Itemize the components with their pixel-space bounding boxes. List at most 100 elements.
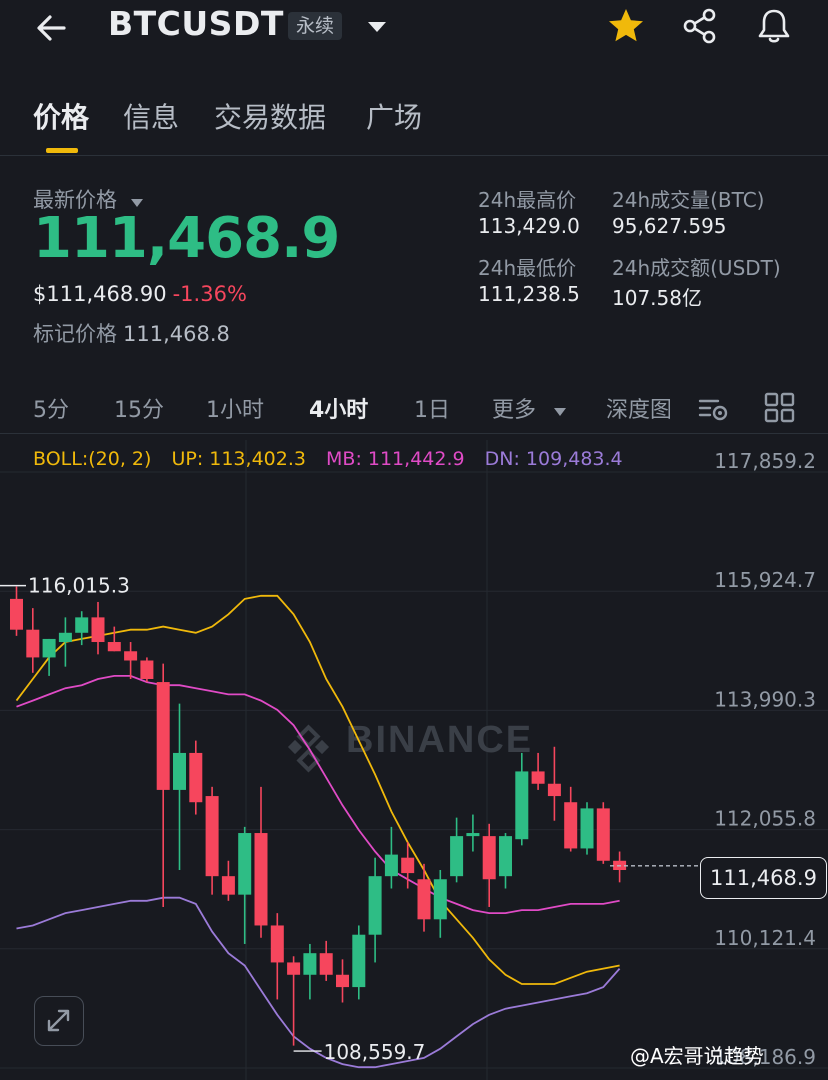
candle-bearish <box>26 608 40 673</box>
last-price-selector[interactable]: 最新价格 <box>33 184 144 214</box>
author-credit: @A宏哥说趋势 <box>630 1044 764 1068</box>
candle-bearish <box>91 601 105 655</box>
candle-bearish <box>10 586 23 636</box>
candle-bearish <box>564 786 578 852</box>
favorite-star-icon[interactable] <box>606 6 646 46</box>
bollinger-bands <box>15 594 621 1069</box>
candle-bullish <box>173 703 186 871</box>
candle-bearish <box>401 842 415 889</box>
last-price-tag: 111,468.9 <box>700 857 827 899</box>
candle-body <box>547 783 561 797</box>
high-24h-value: 113,429.0 <box>478 214 580 238</box>
volume-usdt-value: 107.58亿 <box>612 286 702 310</box>
bell-icon[interactable] <box>754 6 794 46</box>
boll-up-value: UP: 113,402.3 <box>171 448 306 470</box>
watermark-text: BINANCE <box>346 719 533 761</box>
back-arrow-icon[interactable] <box>34 8 74 48</box>
boll-upper-line <box>15 594 620 985</box>
candle-body <box>303 953 317 975</box>
candle-body <box>352 934 366 988</box>
extreme-markers: 116,015.3 108,559.7 <box>0 574 425 1064</box>
candle-body <box>189 752 203 803</box>
candle-body <box>91 617 105 643</box>
candle-body <box>26 629 40 658</box>
candles <box>10 586 627 1046</box>
last-price-value: 111,468.9 <box>33 206 340 271</box>
low-24h-label: 24h最低价 <box>478 256 577 280</box>
boll-legend[interactable]: BOLL:(20, 2) UP: 113,402.3 MB: 111,442.9… <box>33 448 637 470</box>
low-marker-label: 108,559.7 <box>324 1040 426 1064</box>
candle-body <box>10 598 23 630</box>
candle-body <box>482 836 496 880</box>
candle-body <box>596 808 610 861</box>
candle-bullish <box>238 826 252 944</box>
high-marker-label: 116,015.3 <box>28 574 130 598</box>
candle-bearish <box>319 940 333 981</box>
tab-trading-data[interactable]: 交易数据 <box>214 101 327 134</box>
candle-body <box>205 796 219 877</box>
candle-bearish <box>417 863 431 932</box>
depth-chart-tab[interactable]: 深度图 <box>606 398 670 423</box>
candle-body <box>564 802 578 849</box>
candle-body <box>580 808 594 849</box>
candle-bearish <box>270 913 284 1000</box>
candle-bearish <box>596 802 610 864</box>
expand-icon <box>47 1009 70 1032</box>
candle-bearish <box>613 851 627 883</box>
active-tab-indicator <box>46 148 78 153</box>
candle-body <box>75 617 89 633</box>
candle-bullish <box>450 817 464 883</box>
share-icon[interactable] <box>680 6 720 46</box>
interval-1d[interactable]: 1日 <box>414 398 450 423</box>
interval-15m[interactable]: 15分 <box>114 398 164 423</box>
pair-title[interactable]: BTCUSDT <box>108 4 284 43</box>
candle-body <box>156 682 170 790</box>
indicator-settings-icon[interactable] <box>696 390 732 426</box>
candle-bullish <box>303 943 317 1000</box>
candle-bullish <box>515 752 529 846</box>
candle-bullish <box>499 833 512 889</box>
interval-4h[interactable]: 4小时 <box>309 398 369 423</box>
boll-params: BOLL:(20, 2) <box>33 448 152 470</box>
candle-bearish <box>482 823 496 907</box>
boll-lower-line <box>16 896 621 1069</box>
candle-bearish <box>336 959 349 1003</box>
tab-square[interactable]: 广场 <box>366 101 423 134</box>
mark-price-value: 111,468.8 <box>123 322 230 346</box>
candle-body <box>384 854 398 877</box>
volume-usdt-label: 24h成交额(USDT) <box>612 256 781 280</box>
candle-bearish <box>107 626 121 652</box>
expand-fullscreen-button[interactable] <box>34 996 84 1046</box>
interval-bar: 5分 15分 1小时 4小时 1日 更多 深度图 <box>0 384 828 434</box>
tab-info[interactable]: 信息 <box>123 101 180 134</box>
y-tick-label: 117,859.2 <box>714 449 816 473</box>
candle-body <box>336 974 349 988</box>
volume-btc-value: 95,627.595 <box>612 214 727 238</box>
candle-body <box>287 962 301 975</box>
volume-btc-label: 24h成交量(BTC) <box>612 188 765 212</box>
y-tick-label: 112,055.8 <box>714 807 816 831</box>
contract-type-badge: 永续 <box>288 12 343 40</box>
candle-bullish <box>42 638 56 676</box>
candle-body <box>450 836 464 877</box>
high-24h-label: 24h最高价 <box>478 188 577 212</box>
layout-grid-icon[interactable] <box>762 390 798 426</box>
candle-body <box>270 925 284 963</box>
candlestick-chart[interactable]: BINANCE 117,859.2 115,924.7 113,990.3 112,0… <box>0 440 828 1080</box>
candle-body <box>238 833 252 895</box>
low-24h-value: 111,238.5 <box>478 282 580 306</box>
tab-price[interactable]: 价格 <box>33 101 90 134</box>
interval-5m[interactable]: 5分 <box>33 398 69 423</box>
candle-bearish <box>205 786 219 895</box>
binance-watermark: BINANCE <box>287 719 533 773</box>
chevron-down-icon[interactable] <box>364 14 390 40</box>
candle-bearish <box>531 752 545 790</box>
candle-bullish <box>58 617 72 667</box>
interval-1h[interactable]: 1小时 <box>206 398 264 423</box>
interval-more[interactable]: 更多 <box>492 392 567 424</box>
candle-bearish <box>287 956 301 1046</box>
candle-bearish <box>254 786 268 938</box>
candle-body <box>58 632 72 643</box>
boll-dn-value: DN: 109,483.4 <box>484 448 623 470</box>
candle-body <box>433 879 447 920</box>
